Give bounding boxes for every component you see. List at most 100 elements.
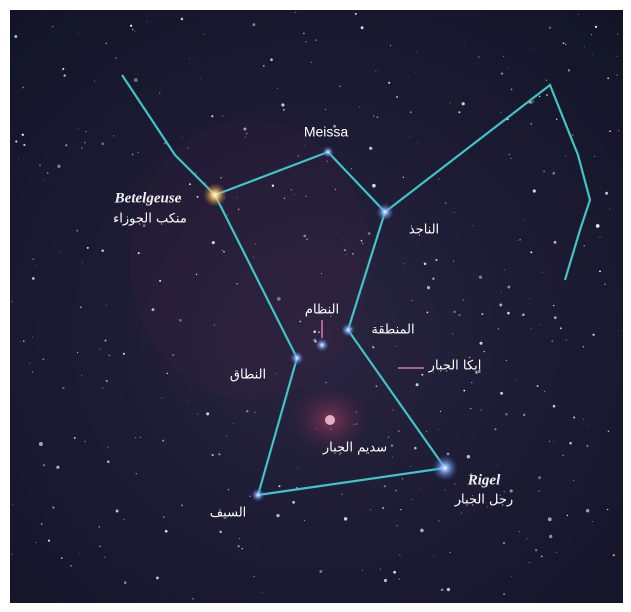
star — [527, 538, 528, 539]
star — [237, 197, 238, 198]
star — [39, 442, 43, 446]
star — [414, 447, 417, 450]
star — [522, 313, 524, 315]
star — [531, 328, 532, 329]
star — [32, 277, 35, 280]
star — [281, 103, 284, 106]
star — [519, 531, 520, 532]
star — [421, 374, 423, 376]
star-label: المنطقة — [371, 323, 414, 338]
star — [196, 274, 197, 275]
star — [147, 21, 148, 22]
star — [32, 336, 33, 337]
star — [23, 340, 24, 341]
star — [458, 111, 460, 113]
star — [132, 154, 133, 155]
star — [530, 251, 532, 253]
star — [433, 556, 434, 557]
star — [452, 333, 453, 334]
star — [540, 324, 541, 325]
star — [588, 424, 589, 425]
star — [56, 466, 59, 469]
star — [529, 298, 530, 299]
star — [106, 305, 107, 306]
star — [372, 346, 374, 348]
star — [100, 349, 101, 350]
star — [503, 542, 505, 544]
star — [359, 107, 360, 108]
star — [454, 212, 455, 213]
star — [538, 476, 541, 479]
star — [239, 538, 240, 539]
star — [583, 346, 584, 347]
star — [500, 112, 501, 113]
star — [123, 519, 124, 520]
star — [353, 424, 354, 425]
star — [295, 12, 296, 13]
star — [36, 542, 37, 543]
star — [438, 178, 439, 179]
star — [554, 316, 557, 319]
star — [136, 473, 137, 474]
star — [463, 300, 464, 301]
star — [161, 398, 162, 399]
star — [519, 239, 521, 241]
star — [595, 26, 597, 28]
star — [262, 592, 263, 593]
star — [316, 428, 317, 429]
star — [101, 249, 103, 251]
star — [382, 507, 384, 509]
star — [254, 576, 255, 577]
star — [450, 552, 451, 553]
star — [242, 548, 243, 549]
star — [205, 182, 206, 183]
star — [605, 192, 608, 195]
star — [388, 436, 389, 437]
star — [462, 102, 465, 105]
star — [134, 78, 138, 82]
star — [57, 165, 60, 168]
star — [607, 77, 609, 79]
star — [351, 168, 352, 169]
star — [321, 273, 322, 274]
star — [305, 196, 306, 197]
star — [399, 579, 400, 580]
star — [283, 109, 285, 111]
star-label: منكب الجوزاء — [113, 212, 187, 227]
star — [219, 531, 221, 533]
star — [47, 172, 49, 174]
star — [592, 521, 593, 522]
star — [14, 35, 17, 38]
star — [322, 146, 334, 158]
star — [410, 136, 411, 137]
star — [410, 466, 411, 467]
star — [315, 338, 329, 352]
star — [426, 431, 427, 432]
star — [569, 442, 572, 445]
star — [33, 258, 34, 259]
star — [223, 251, 225, 253]
star — [479, 276, 482, 279]
star-label: النظام — [305, 303, 339, 318]
star — [279, 485, 281, 487]
star — [427, 312, 429, 314]
star — [203, 183, 227, 207]
star — [573, 417, 575, 419]
star — [361, 240, 363, 242]
star — [165, 530, 168, 533]
star — [480, 409, 481, 410]
star — [325, 382, 326, 383]
star-label: النطاق — [230, 368, 266, 383]
star — [356, 423, 357, 424]
star — [115, 57, 116, 58]
star — [84, 142, 86, 144]
star — [507, 286, 510, 289]
star — [545, 79, 547, 81]
star — [362, 243, 363, 244]
star — [222, 250, 223, 251]
star — [228, 489, 229, 490]
star — [609, 209, 610, 210]
star — [542, 272, 543, 273]
star-label: Betelgeuse — [114, 190, 182, 206]
star — [554, 241, 557, 244]
